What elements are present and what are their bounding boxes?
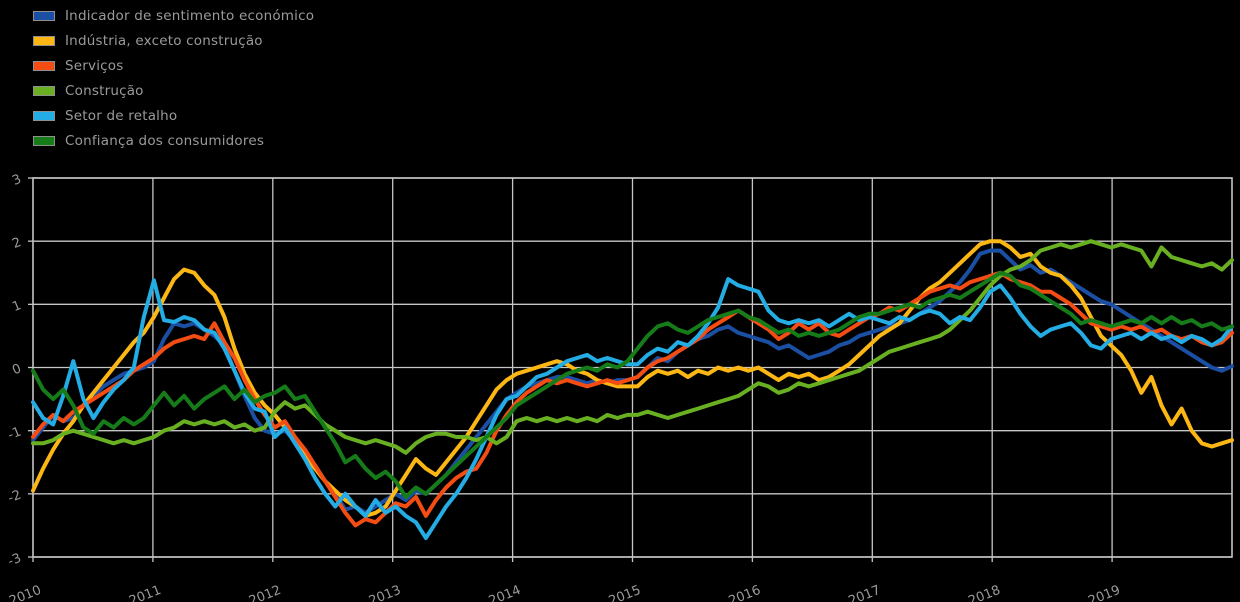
series-line-5 [31,270,1234,499]
legend-label: Confiança dos consumidores [65,132,265,149]
x-tick-label: 2018 [966,583,1002,602]
x-tick-label: 2012 [247,583,283,602]
legend-item: Indústria, exceto construção [33,28,314,53]
legend-item: Confiança dos consumidores [33,128,314,153]
legend-swatch [33,10,55,21]
x-tick-label: 2019 [1086,583,1122,602]
y-tick-label: 0 [10,361,23,378]
legend-label: Indicador de sentimento económico [65,7,315,24]
legend-item: Setor de retalho [33,103,314,128]
y-tick-label: -3 [6,551,24,570]
legend-swatch [33,60,55,71]
y-tick-label: 2 [10,235,23,252]
legend-swatch [33,35,55,46]
series-line-2 [31,270,1234,528]
legend-label: Indústria, exceto construção [65,32,263,49]
legend-label: Setor de retalho [65,107,178,124]
legend-item: Construção [33,78,314,103]
x-tick-label: 2014 [487,583,523,602]
series-line-3 [31,239,1234,455]
legend-item: Indicador de sentimento económico [33,3,314,28]
y-tick-label: 1 [10,298,23,315]
y-tick-label: -1 [6,424,24,443]
series-line-4 [31,277,1234,540]
legend-swatch [33,85,55,96]
x-tick-label: 2016 [727,583,763,602]
x-tick-label: 2015 [607,583,643,602]
legend-swatch [33,135,55,146]
x-tick-label: 2010 [7,583,43,602]
legend-label: Serviços [65,57,124,74]
legend-label: Construção [65,82,144,99]
y-tick-label: 3 [10,172,23,189]
x-tick-label: 2011 [127,583,163,602]
y-tick-label: -2 [6,488,24,507]
legend-swatch [33,110,55,121]
x-tick-label: 2017 [846,583,882,602]
legend-item: Serviços [33,53,314,78]
chart-legend: Indicador de sentimento económico Indústr… [33,3,314,153]
x-tick-label: 2013 [367,583,403,602]
